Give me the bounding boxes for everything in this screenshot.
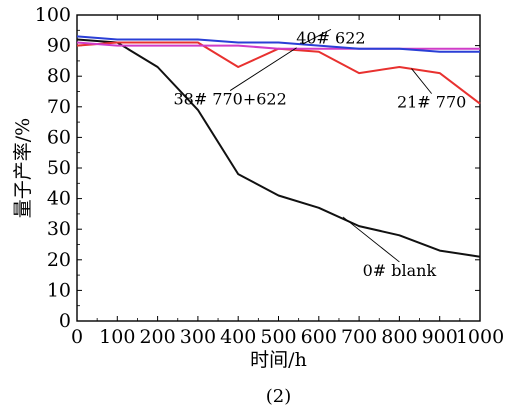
- y-tick-label: 80: [47, 65, 71, 87]
- figure-caption: (2): [266, 386, 292, 407]
- annotation-label: 40# 622: [296, 28, 365, 47]
- y-tick-label: 40: [47, 188, 71, 210]
- y-tick-label: 0: [59, 310, 71, 332]
- x-tick-label: 800: [381, 326, 417, 348]
- annotation-leader: [342, 216, 400, 263]
- series-group: [76, 35, 481, 258]
- x-tick-label: 700: [341, 326, 377, 348]
- series-line-0: [76, 38, 481, 258]
- annotation-label: 38# 770+622: [173, 90, 286, 109]
- y-tick-label: 30: [47, 218, 71, 240]
- y-tick-label: 60: [47, 126, 71, 148]
- x-tick-label: 1000: [456, 326, 504, 348]
- y-tick-label: 50: [47, 157, 71, 179]
- x-tick-label: 400: [220, 326, 256, 348]
- x-tick-label: 300: [180, 326, 216, 348]
- x-tick-label: 200: [139, 326, 175, 348]
- x-tick-label: 0: [71, 326, 83, 348]
- x-tick-label: 100: [99, 326, 135, 348]
- x-tick-label: 600: [301, 326, 337, 348]
- y-tick-label: 70: [47, 96, 71, 118]
- y-tick-label: 20: [47, 249, 71, 271]
- x-tick-label: 900: [422, 326, 458, 348]
- y-tick-label: 90: [47, 35, 71, 57]
- y-tick-label: 100: [35, 4, 71, 26]
- x-tick-label: 500: [260, 326, 296, 348]
- x-axis-label: 时间/h: [250, 349, 307, 371]
- y-tick-label: 10: [47, 279, 71, 301]
- annotation-leader: [411, 68, 432, 94]
- annotation-leader: [302, 28, 332, 45]
- y-axis-label: 量子产率/%: [12, 118, 34, 218]
- series-line-3: [76, 35, 480, 53]
- annotations-group: 40# 622 38# 770+622 21# 770 0# blank: [173, 28, 466, 280]
- ticks-group: 0 100 200 300 400 500 600 700 800 900100001020304…: [35, 4, 504, 348]
- annotation-leader: [229, 47, 297, 91]
- annotation-label: 0# blank: [363, 261, 437, 280]
- annotation-label: 21# 770: [397, 93, 466, 112]
